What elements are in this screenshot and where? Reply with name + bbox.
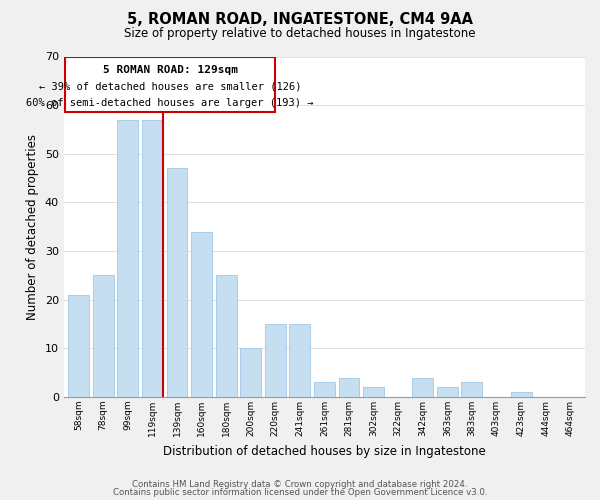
Bar (191, 232, 212, 397)
Bar (363, 388, 384, 397)
Bar (118, 120, 138, 397)
Bar (437, 388, 458, 397)
Text: Contains HM Land Registry data © Crown copyright and database right 2024.: Contains HM Land Registry data © Crown c… (132, 480, 468, 489)
Text: 5, ROMAN ROAD, INGATESTONE, CM4 9AA: 5, ROMAN ROAD, INGATESTONE, CM4 9AA (127, 12, 473, 28)
Text: Contains public sector information licensed under the Open Government Licence v3: Contains public sector information licen… (113, 488, 487, 497)
Bar (142, 120, 163, 397)
X-axis label: Distribution of detached houses by size in Ingatestone: Distribution of detached houses by size … (163, 444, 486, 458)
Bar (412, 378, 433, 397)
Text: 60% of semi-detached houses are larger (193) →: 60% of semi-detached houses are larger (… (26, 98, 314, 108)
Bar (511, 392, 532, 397)
Bar (167, 168, 187, 397)
Bar (68, 295, 89, 397)
Y-axis label: Number of detached properties: Number of detached properties (26, 134, 40, 320)
Bar (265, 324, 286, 397)
Bar (338, 378, 359, 397)
Bar (461, 382, 482, 397)
Bar (240, 348, 261, 397)
Bar (314, 382, 335, 397)
Text: Size of property relative to detached houses in Ingatestone: Size of property relative to detached ho… (124, 28, 476, 40)
Text: 5 ROMAN ROAD: 129sqm: 5 ROMAN ROAD: 129sqm (103, 65, 238, 75)
Bar (93, 276, 113, 397)
Bar (289, 324, 310, 397)
Text: ← 39% of detached houses are smaller (126): ← 39% of detached houses are smaller (12… (39, 82, 301, 92)
FancyBboxPatch shape (65, 56, 275, 112)
Bar (215, 276, 236, 397)
